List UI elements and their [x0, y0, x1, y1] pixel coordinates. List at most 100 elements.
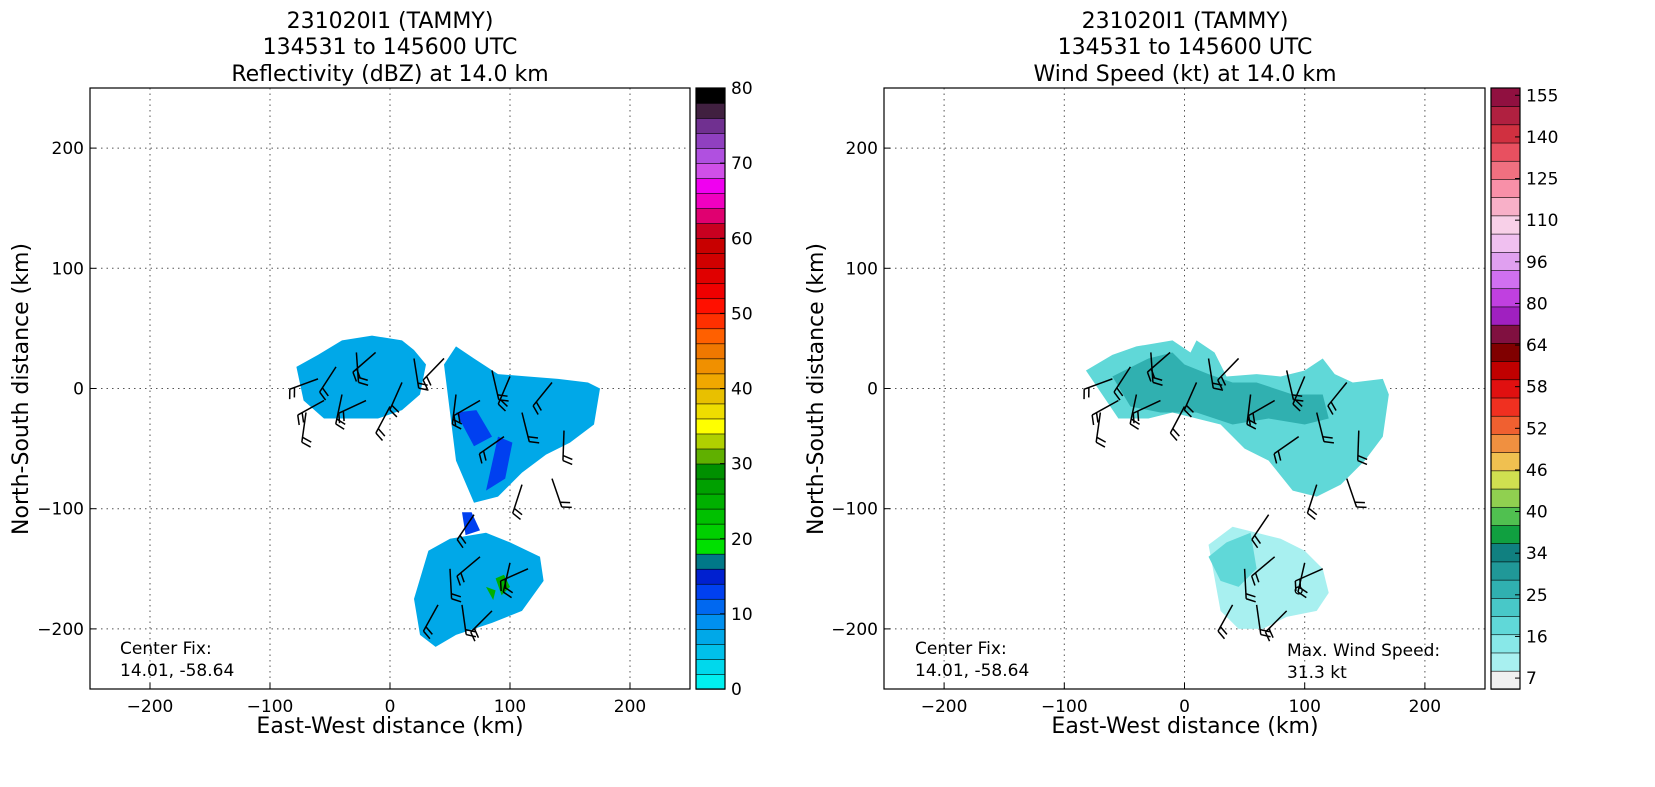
wind-barb: [375, 406, 391, 442]
title-line-1: 231020I1 (TAMMY): [1082, 9, 1289, 34]
wind-barb: [1129, 394, 1141, 430]
wind-barb: [1327, 382, 1348, 415]
colorbar-segment: [695, 673, 726, 690]
colorbar-segment: [695, 493, 726, 510]
y-tick-label: 100: [846, 259, 878, 279]
colorbar-segment: [1490, 87, 1521, 107]
x-tick-label: −100: [247, 697, 294, 717]
colorbar-segment: [1490, 579, 1521, 599]
wind-barb: [422, 357, 445, 390]
colorbar-tick-label: 125: [1526, 170, 1558, 190]
x-axis-label: East-West distance (km): [256, 714, 523, 739]
colorbar-segment: [1490, 451, 1521, 472]
colorbar-tick-label: 52: [1526, 419, 1548, 439]
colorbar-segment: [695, 328, 726, 345]
reflectivity-region: [486, 436, 513, 491]
title-line-2: 134531 to 145600 UTC: [263, 35, 518, 60]
reflectivity-region: [486, 586, 496, 601]
x-tick-label: 0: [1179, 697, 1190, 717]
wind-speed-region: [1256, 547, 1323, 603]
colorbar-segment: [1490, 597, 1521, 617]
colorbar-segment: [1490, 342, 1521, 362]
wind-barb: [551, 478, 572, 509]
colorbar-segment: [695, 298, 726, 315]
axis-ticks: −200 −100 0 100 200 −200 −100 0 100 200: [831, 139, 1441, 717]
colorbar-segment: [1490, 524, 1521, 545]
wind-barb: [456, 556, 481, 586]
colorbar-segment: [695, 613, 726, 630]
wind-barb: [288, 378, 319, 400]
colorbar-tick-label: 96: [1526, 253, 1548, 273]
colorbar-segment: [695, 162, 726, 179]
colorbar-segment: [695, 313, 726, 330]
title-line-3: Reflectivity (dBZ) at 14.0 km: [231, 62, 548, 87]
x-tick-label: 200: [614, 697, 646, 717]
colorbar-tick-label: 46: [1526, 461, 1548, 481]
colorbar-tick-label: 110: [1526, 211, 1558, 231]
colorbar-segment: [695, 658, 726, 675]
colorbar-segment: [695, 132, 726, 149]
wind-speed-colorbar: 7 16 25 34 40 46 52 58 64 80 96 110 125 140 155: [1490, 86, 1558, 690]
colorbar-segment: [1490, 543, 1521, 563]
colorbar-segment: [1490, 160, 1521, 180]
max-wind-marker: [1294, 586, 1303, 595]
wind-barb: [449, 568, 462, 603]
colorbar-segment: [1490, 652, 1521, 672]
colorbar-segment: [1490, 288, 1521, 308]
wind-barb: [1091, 399, 1119, 426]
y-tick-label: −200: [37, 620, 84, 640]
wind-barb: [1250, 556, 1276, 586]
colorbar-segment: [695, 207, 726, 224]
center-fix-value: 14.01, -58.64: [120, 661, 234, 681]
wind-barb: [1217, 357, 1240, 390]
colorbar-tick-label: 40: [1526, 503, 1548, 523]
wind-barb: [1306, 484, 1318, 521]
colorbar-segment: [695, 568, 726, 585]
y-tick-label: 100: [52, 259, 84, 279]
y-tick-label: −100: [831, 500, 878, 520]
colorbar-segment: [695, 388, 726, 405]
colorbar-segment: [695, 598, 726, 615]
colorbar-segment: [1490, 433, 1521, 453]
colorbar-segment: [695, 403, 726, 420]
colorbar-segment: [695, 87, 726, 104]
colorbar-segment: [695, 147, 726, 164]
wind-barb: [478, 435, 505, 464]
wind-barb: [1346, 478, 1367, 509]
title-line-1: 231020I1 (TAMMY): [287, 9, 494, 34]
center-fix-label: Center Fix:: [120, 639, 212, 659]
colorbar-tick-label: 0: [731, 680, 742, 700]
colorbar-segment: [1490, 634, 1521, 654]
colorbar-tick-label: 80: [731, 79, 753, 99]
colorbar-segment: [695, 283, 726, 300]
wind-barb: [1247, 399, 1276, 426]
reflectivity-region: [456, 410, 492, 447]
colorbar-tick-label: 40: [731, 380, 753, 400]
wind-speed-region: [1112, 352, 1329, 425]
colorbar-segment: [1490, 470, 1521, 490]
wind-barb: [1132, 399, 1161, 424]
colorbar-segment: [695, 358, 726, 375]
max-wind-label: Max. Wind Speed:: [1287, 641, 1440, 661]
colorbar-segment: [695, 643, 726, 660]
reflectivity-region: [296, 335, 426, 419]
colorbar-segment: [1490, 105, 1521, 126]
x-tick-label: 100: [1288, 697, 1320, 717]
wind-barb: [319, 366, 337, 401]
x-tick-label: 100: [494, 697, 526, 717]
wind-speed-panel: 231020I1 (TAMMY) 134531 to 145600 UTC Wi…: [804, 9, 1558, 739]
wind-barb: [301, 412, 312, 448]
x-tick-label: −200: [127, 697, 174, 717]
wind-barb: [1243, 568, 1256, 603]
wind-barb: [352, 351, 377, 382]
colorbar-tick-label: 16: [1526, 627, 1548, 647]
colorbar-segment: [695, 523, 726, 540]
colorbar-tick-label: 155: [1526, 86, 1558, 106]
colorbar-segment: [1490, 233, 1521, 253]
colorbar-segment: [695, 373, 726, 390]
colorbar-tick-label: 50: [731, 304, 753, 324]
wind-barb: [297, 399, 325, 426]
colorbar-tick-label: 140: [1526, 128, 1558, 148]
y-tick-label: 0: [867, 380, 878, 400]
